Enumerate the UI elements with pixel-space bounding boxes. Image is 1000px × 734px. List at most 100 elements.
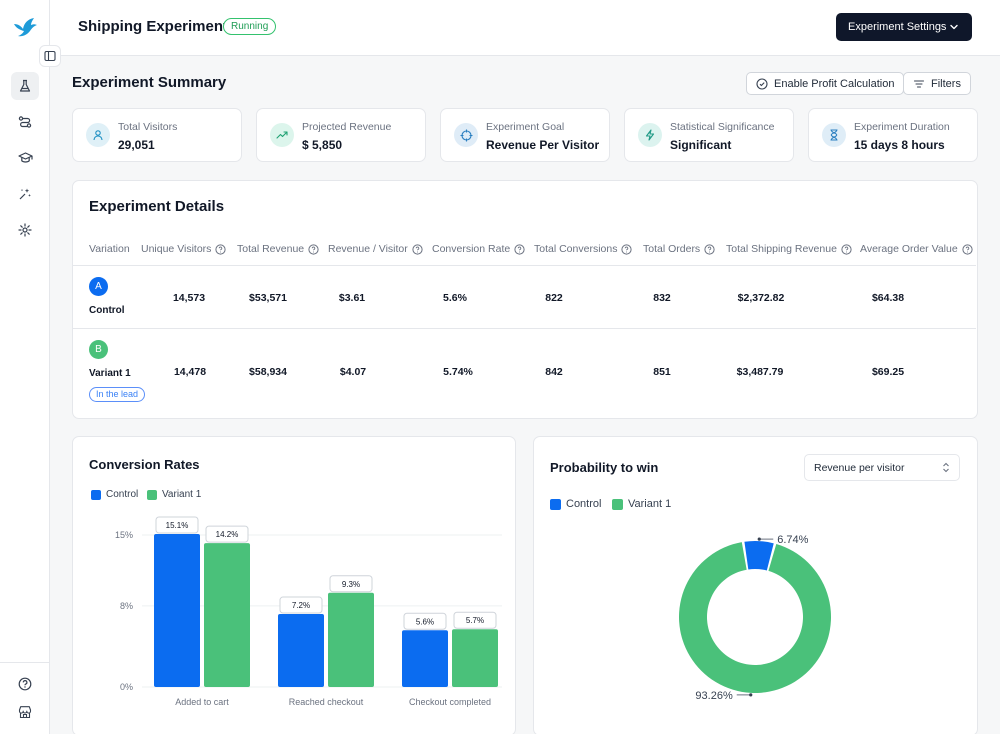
table-cell: 822 [545,292,563,304]
nav-ai[interactable] [11,180,39,208]
bar [278,614,324,687]
stat-value: Significant [670,138,732,152]
probability-donut-chart: 6.74% 93.26% [679,534,831,702]
trend-up-icon [276,131,288,139]
y-tick-label: 15% [115,530,133,540]
data-label: 15.1% [166,521,189,530]
gear-icon [18,223,32,237]
stat-value: Revenue Per Visitor [486,138,600,152]
help-circle-icon[interactable] [215,243,227,255]
column-header: Revenue / Visitor [328,243,423,255]
y-tick-label: 8% [120,601,133,611]
bar [204,543,250,687]
lead-badge: In the lead [89,387,146,402]
data-label-box [453,611,497,629]
help-circle-icon[interactable] [621,243,633,255]
table-cell: $64.38 [871,292,905,304]
stat-value: 15 days 8 hours [854,138,945,152]
donut-slice [744,541,774,571]
table-cell: $4.07 [339,366,367,378]
crosshair-icon [460,129,472,141]
data-label-box [155,516,199,534]
enable-profit-button[interactable]: Enable Profit Calculation [746,72,905,95]
experiment-settings-label: Experiment Settings [848,21,947,33]
leader-dot [749,693,753,697]
x-tick-label: Reached checkout [289,697,364,707]
bar [402,630,448,687]
filters-button[interactable]: Filters [903,72,971,95]
column-header-label: Total Revenue [237,243,305,255]
metric-select[interactable]: Revenue per visitor [804,454,960,481]
legend-item-control: Control [550,498,601,510]
summary-title: Experiment Summary [72,74,227,91]
help-circle-icon[interactable] [412,243,423,255]
experiment-settings-button[interactable]: Experiment Settings [836,13,972,41]
stat-card-duration: Experiment Duration 15 days 8 hours [808,108,978,162]
table-cell: 842 [545,366,563,378]
help-circle-icon[interactable] [841,243,852,255]
header: Shipping Experiment Running Experiment S… [50,0,1000,56]
slice-label: 93.26% [695,690,733,702]
stat-card-revenue: Projected Revenue $ 5,850 [256,108,426,162]
table-cell: 14,478 [173,366,207,378]
nav-help[interactable] [11,670,39,698]
table-cell: 832 [653,292,671,304]
data-label-box [279,596,323,614]
stat-icon-badge [638,123,662,147]
sidebar [0,0,50,734]
nav-experiments[interactable] [11,72,39,100]
x-tick-label: Added to cart [175,697,229,707]
stat-label: Experiment Goal [486,121,565,133]
legend-swatch [147,489,157,500]
data-label: 9.3% [342,580,360,589]
table-divider [72,265,976,266]
data-label: 5.7% [466,616,484,625]
graduation-cap-icon [17,152,33,163]
nav-learn[interactable] [11,144,39,172]
help-circle-icon[interactable] [514,243,525,255]
column-header: Total Shipping Revenue [726,243,852,255]
legend-swatch [550,498,561,510]
help-circle-icon[interactable] [308,243,319,255]
column-header-label: Total Conversions [534,243,618,255]
nav-store[interactable] [11,698,39,726]
data-label: 5.6% [416,617,434,626]
leader-dot [757,537,761,541]
legend-swatch [612,498,623,510]
column-header-label: Total Shipping Revenue [726,243,837,255]
variation-avatar: B [89,340,108,359]
stat-card-goal: Experiment Goal Revenue Per Visitor [440,108,610,162]
help-circle-icon[interactable] [962,243,973,255]
collapse-sidebar-button[interactable] [39,45,61,67]
help-icon [18,677,32,691]
variation-name: Variant 1 [89,368,131,379]
bar [452,629,498,687]
variation-name: Control [89,305,125,316]
table-cell: $3,487.79 [736,366,784,378]
nav-flows[interactable] [11,108,39,136]
table-cell: $69.25 [871,366,905,378]
stat-icon-badge [454,123,478,147]
data-label-box [403,612,447,630]
filter-icon [913,79,925,88]
probability-title: Probability to win [550,460,659,475]
donut-slice [679,542,831,693]
stat-icon-badge [270,123,294,147]
page-title: Shipping Experiment [78,18,229,35]
help-circle-icon[interactable] [704,243,715,255]
sidebar-divider [0,662,50,663]
column-header-label: Revenue / Visitor [328,243,408,255]
stat-label: Statistical Significance [670,121,775,133]
table-cell: 5.6% [443,292,467,304]
column-header-label: Average Order Value [860,243,958,255]
sparkles-icon [19,188,31,200]
data-label: 14.2% [216,530,239,539]
nav-settings[interactable] [11,216,39,244]
status-badge: Running [223,18,277,35]
chevron-up-down-icon [943,462,949,473]
stat-label: Projected Revenue [302,121,392,133]
legend-item-variant: Variant 1 [147,489,201,500]
user-icon [93,130,103,141]
bird-logo-icon[interactable] [12,14,38,40]
column-header: Total Conversions [534,243,633,255]
